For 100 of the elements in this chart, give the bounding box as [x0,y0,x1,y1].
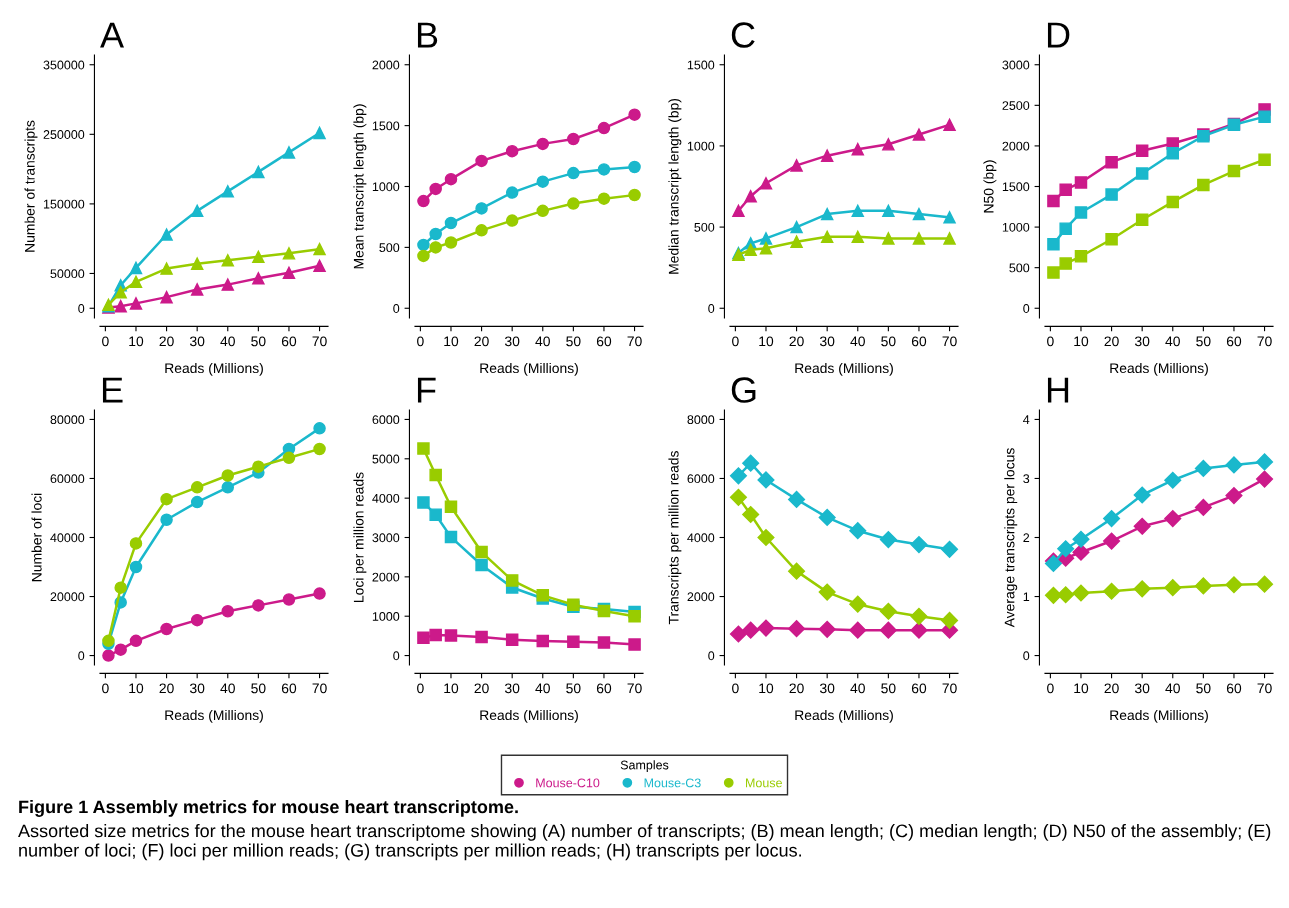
y-tick-label: 6000 [372,415,400,425]
x-axis-title: Reads (Millions) [1110,362,1208,376]
y-axis-title: Average transcripts per locus [1004,448,1018,628]
y-axis-title: Transcripts per million reads [668,451,682,625]
x-tick-label: 60 [911,336,927,347]
y-tick-label: 2000 [1002,141,1030,151]
x-tick-label: 70 [627,336,642,347]
y-tick-label: 1000 [1002,222,1030,232]
x-tick-label: 50 [881,683,896,694]
x-tick-label: 30 [819,336,835,347]
y-tick-label: 50000 [50,269,85,279]
x-tick-label: 40 [850,336,865,347]
y-axis-title: Number of transcripts [24,120,38,252]
x-axis-title: Reads (Millions) [480,709,578,723]
x-tick-label: 70 [942,683,957,694]
y-tick-label: 1000 [687,141,715,151]
x-tick-label: 60 [281,336,297,347]
x-tick-label: 10 [129,336,144,347]
y-tick-label: 0 [78,304,85,313]
y-tick-label: 2000 [372,572,400,582]
y-tick-label: 0 [708,304,715,313]
x-tick-label: 60 [596,683,612,694]
x-tick-label: 20 [1104,683,1119,694]
x-tick-label: 20 [1104,336,1119,347]
x-tick-label: 50 [1196,683,1211,694]
x-tick-label: 30 [189,683,205,694]
x-tick-label: 10 [759,336,774,347]
x-tick-label: 70 [627,683,642,694]
x-axis-title: Reads (Millions) [165,709,263,723]
x-tick-label: 60 [1226,683,1242,694]
x-tick-label: 0 [732,336,739,347]
x-tick-label: 10 [444,336,459,347]
y-tick-label: 1000 [372,612,400,621]
x-tick-label: 20 [789,336,804,347]
x-tick-label: 60 [596,336,612,347]
y-tick-label: 80000 [50,415,85,425]
y-tick-label: 4000 [687,533,715,543]
x-tick-label: 60 [1226,336,1242,347]
x-tick-label: 40 [850,683,865,694]
y-tick-label: 2000 [372,60,400,70]
x-tick-label: 50 [1196,336,1211,347]
chart-title: D [1047,22,1070,48]
x-axis-title: Reads (Millions) [480,362,578,376]
y-axis-title: Mean transcript length (bp) [353,104,367,269]
x-tick-label: 10 [129,683,144,694]
x-tick-label: 40 [535,683,550,694]
y-tick-label: 0 [1023,651,1030,661]
y-tick-label: 0 [393,304,400,313]
y-tick-label: 1500 [1002,182,1030,192]
x-tick-label: 30 [504,683,520,694]
y-tick-label: 150000 [43,199,85,209]
x-tick-label: 70 [1257,336,1272,347]
y-axis-title: Median transcript length (bp) [668,98,682,274]
chart-title: A [100,22,125,48]
y-tick-label: 2000 [687,592,715,602]
x-tick-label: 50 [566,336,581,347]
x-tick-label: 40 [220,683,235,694]
x-tick-label: 40 [220,336,235,347]
y-tick-label: 3000 [372,533,400,543]
x-tick-label: 40 [1165,336,1180,347]
x-tick-label: 0 [102,336,109,347]
x-tick-label: 50 [251,336,266,347]
y-tick-label: 5000 [372,454,400,464]
y-tick-label: 2 [1023,533,1030,543]
y-tick-label: 20000 [50,592,85,602]
y-tick-label: 250000 [43,130,85,139]
chart-title: G [731,377,756,403]
x-tick-label: 10 [1074,683,1089,694]
chart-title: C [731,22,755,48]
x-tick-label: 30 [1134,336,1150,347]
x-tick-label: 50 [881,336,896,347]
y-tick-label: 0 [708,651,715,661]
x-tick-label: 10 [759,683,774,694]
x-tick-label: 0 [1047,683,1054,694]
y-axis-title: Loci per million reads [353,472,367,602]
x-tick-label: 70 [1257,683,1272,694]
x-axis-title: Reads (Millions) [795,362,893,376]
y-tick-label: 4 [1023,415,1030,424]
x-axis-title: Reads (Millions) [795,709,893,723]
x-tick-label: 50 [566,683,581,694]
x-tick-label: 30 [1134,683,1150,694]
chart-title: E [102,377,123,403]
x-tick-label: 20 [159,683,174,694]
x-tick-label: 70 [312,336,327,347]
x-tick-label: 20 [159,336,174,347]
y-axis-title: N50 (bp) [983,160,997,213]
x-tick-label: 0 [417,336,424,347]
legend-label: Mouse [746,778,782,788]
x-tick-label: 40 [535,336,550,347]
y-axis-title: Number of loci [31,493,42,582]
y-tick-label: 4000 [372,493,400,503]
y-tick-label: 0 [393,651,400,661]
legend-title: Samples [620,760,669,772]
x-tick-label: 60 [281,683,297,694]
x-tick-label: 70 [942,336,957,347]
y-tick-label: 350000 [43,60,85,70]
y-tick-label: 1 [1023,592,1030,602]
x-tick-label: 50 [251,683,266,694]
x-tick-label: 0 [1047,336,1054,347]
chart-title: F [417,377,436,403]
